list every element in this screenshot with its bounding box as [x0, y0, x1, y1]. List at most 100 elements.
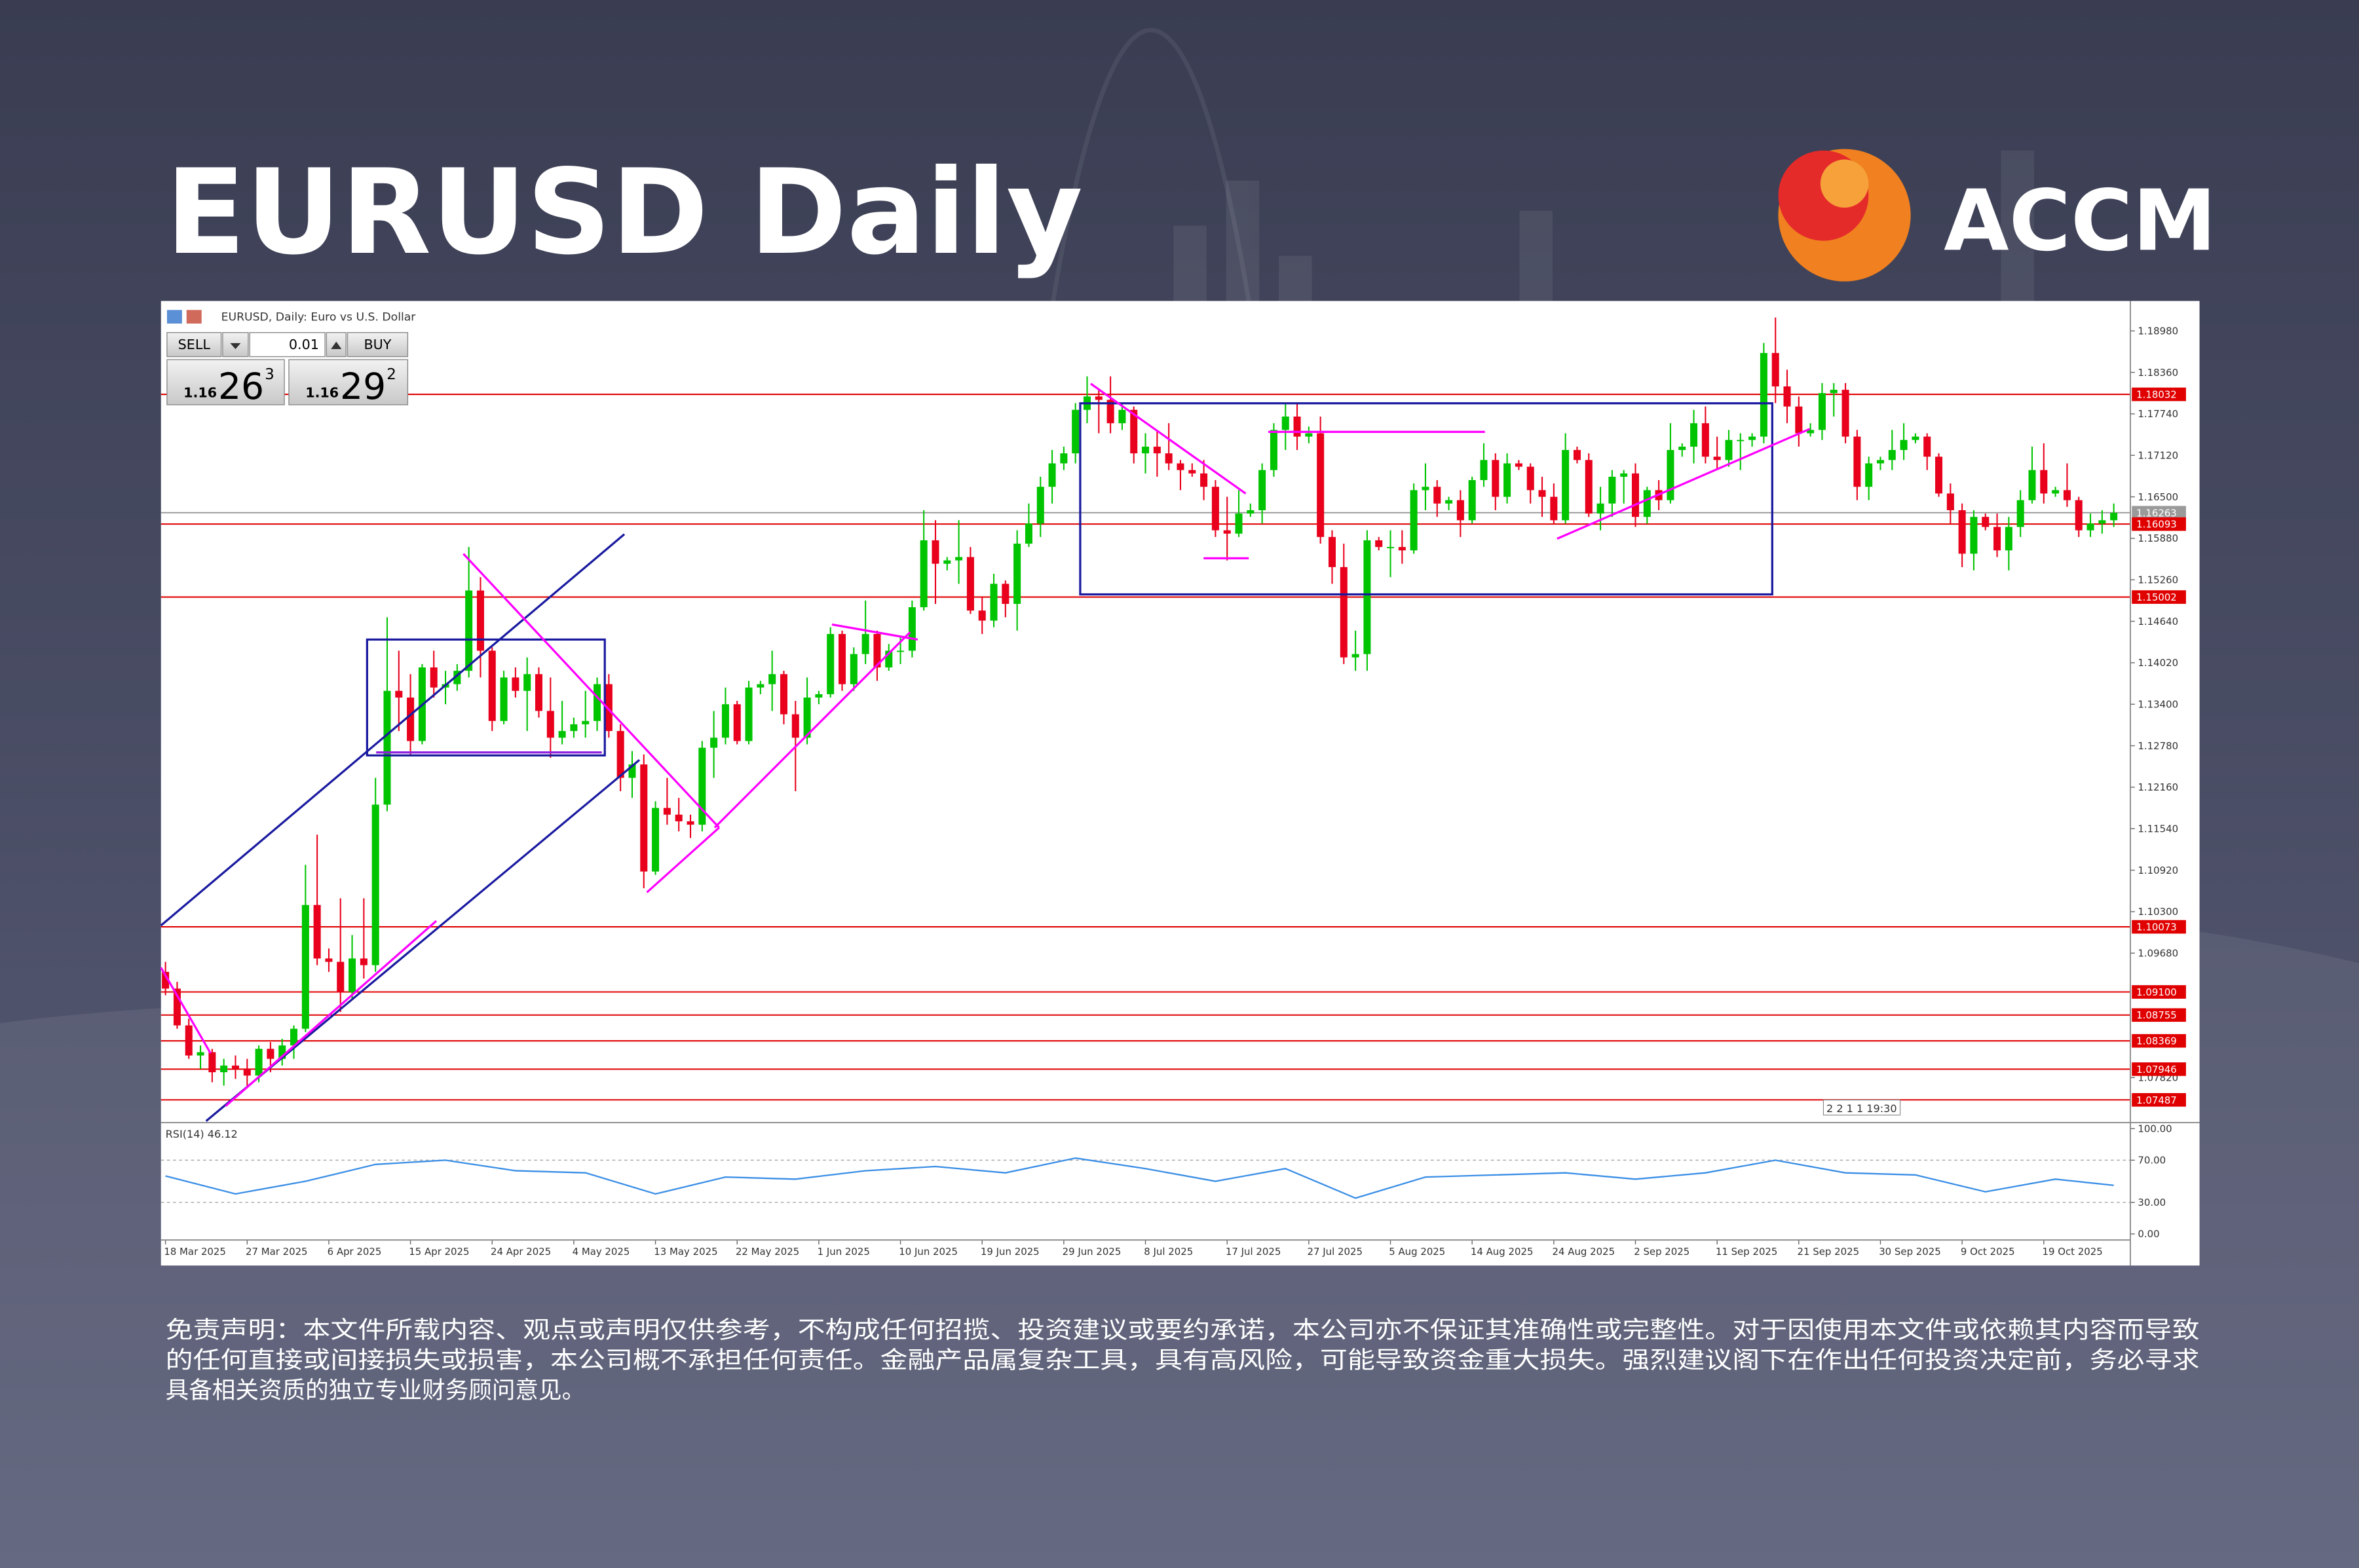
candle-body	[932, 540, 939, 564]
x-tick-label: 8 Jul 2025	[1144, 1246, 1193, 1258]
candle-body	[185, 1025, 193, 1056]
candle-body	[1013, 544, 1021, 604]
candle-body	[1888, 450, 1896, 460]
y-tick-label: 1.17120	[2138, 449, 2178, 461]
timer: 2 2 1 1 19:30	[1826, 1102, 1897, 1115]
x-tick-label: 27 Mar 2025	[246, 1246, 308, 1258]
sell-button[interactable]	[166, 332, 222, 358]
candle-body	[1351, 654, 1359, 658]
candle-body	[1118, 409, 1126, 424]
candle-body	[885, 650, 893, 668]
candle-body	[1841, 390, 1849, 437]
candle-body	[1340, 567, 1348, 658]
candle-body	[827, 633, 835, 694]
candle-body	[710, 737, 718, 748]
candle-body	[500, 677, 508, 721]
level-label: 1.16093	[2136, 519, 2177, 531]
level-label: 1.07946	[2136, 1064, 2177, 1075]
candle-body	[1002, 584, 1010, 604]
level-label: 1.18032	[2136, 389, 2177, 401]
candle-body	[1876, 460, 1885, 464]
lot-value: 0.01	[289, 337, 319, 352]
candle-body	[1363, 540, 1371, 654]
buy-label: BUY	[364, 337, 391, 352]
y-tick-label: 1.10300	[2138, 906, 2178, 918]
buy-button[interactable]	[347, 332, 409, 358]
x-tick-label: 15 Apr 2025	[409, 1246, 469, 1258]
y-tick-label: 1.12160	[2138, 781, 2178, 793]
candle-body	[1422, 487, 1429, 491]
candle-body	[1480, 460, 1488, 481]
candle-body	[1142, 446, 1150, 454]
candle-body	[197, 1052, 204, 1056]
candle-body	[745, 687, 753, 741]
candle-body	[371, 804, 379, 965]
candle-body	[1912, 436, 1919, 440]
candle-body	[687, 821, 694, 825]
candle-body	[1095, 396, 1103, 400]
y-tick-label: 1.18360	[2138, 367, 2178, 379]
candle-body	[476, 590, 484, 651]
candle-body	[453, 671, 461, 684]
candle-body	[990, 584, 998, 621]
candle-body	[780, 674, 787, 715]
candle-body	[488, 650, 496, 721]
candle-body	[1748, 436, 1756, 440]
rsi-tick-label: 0.00	[2138, 1228, 2159, 1240]
candle-body	[721, 704, 729, 738]
candle-body	[383, 690, 391, 805]
y-tick-label: 1.11540	[2138, 823, 2178, 835]
candle-body	[1410, 490, 1418, 551]
candle-body	[663, 808, 671, 815]
lot-input[interactable]	[249, 332, 326, 358]
chart-header: EURUSD, Daily: Euro vs U.S. Dollar	[166, 310, 416, 324]
x-tick-label: 22 May 2025	[736, 1246, 799, 1258]
candle-body	[2005, 527, 2012, 551]
candle-body	[2110, 513, 2118, 521]
ask-box[interactable]	[288, 359, 409, 405]
y-tick-label: 1.09680	[2138, 948, 2178, 960]
candle-body	[1818, 393, 1826, 430]
candle-body	[873, 633, 881, 668]
level-tag	[2132, 1062, 2186, 1076]
candle-body	[313, 905, 321, 959]
x-tick-label: 17 Jul 2025	[1226, 1246, 1281, 1258]
candle-body	[1701, 423, 1709, 457]
y-tick-label: 1.16500	[2138, 491, 2178, 503]
level-tag	[2132, 1034, 2186, 1048]
candle-body	[1106, 400, 1114, 424]
ask-big: 1.16	[305, 385, 339, 401]
candle-body	[1398, 547, 1406, 551]
candle-body	[1317, 433, 1325, 537]
candle-body	[1235, 513, 1243, 534]
x-tick-label: 24 Aug 2025	[1553, 1246, 1615, 1258]
candle-body	[1258, 470, 1266, 510]
candle-body	[570, 724, 578, 732]
candle-body	[2040, 470, 2048, 494]
rsi-label: RSI(14) 46.12	[166, 1128, 238, 1140]
candle-body	[1072, 409, 1080, 454]
bid-frac: 3	[265, 366, 274, 383]
candle-body	[1223, 530, 1231, 534]
candle-body	[594, 684, 601, 721]
y-tick-label: 1.14020	[2138, 657, 2178, 669]
brand: ACCM	[1944, 172, 2216, 270]
disclaimer: 免责声明：本文件所载内容、观点或声明仅供参考，不构成任何招揽、投资建议或要约承诺…	[166, 1316, 2200, 1404]
candle-body	[290, 1028, 298, 1046]
candle-body	[1456, 500, 1464, 521]
y-tick-label: 1.15880	[2138, 532, 2178, 544]
candle-body	[558, 731, 566, 738]
x-tick-label: 5 Aug 2025	[1389, 1246, 1445, 1258]
candle-body	[768, 674, 776, 684]
candle-body	[2098, 520, 2106, 524]
candle-body	[628, 764, 636, 778]
candle-body	[243, 1068, 251, 1076]
candle-body	[1713, 457, 1721, 460]
candle-body	[395, 690, 403, 698]
level-label: 1.15002	[2136, 591, 2177, 603]
bid-box[interactable]	[166, 359, 285, 405]
candle-body	[1515, 463, 1522, 467]
candle-body	[278, 1045, 286, 1059]
candle-body	[652, 808, 660, 872]
level-tag	[2132, 920, 2186, 934]
